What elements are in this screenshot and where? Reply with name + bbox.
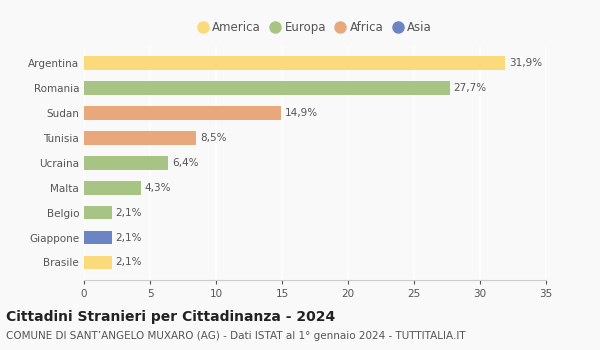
Text: 8,5%: 8,5% xyxy=(200,133,227,143)
Bar xyxy=(84,206,112,219)
Text: 14,9%: 14,9% xyxy=(284,108,318,118)
Bar xyxy=(84,156,169,170)
Bar xyxy=(84,181,141,195)
Text: 31,9%: 31,9% xyxy=(509,58,542,68)
Text: 4,3%: 4,3% xyxy=(145,183,171,193)
Bar xyxy=(84,131,196,145)
Text: COMUNE DI SANT’ANGELO MUXARO (AG) - Dati ISTAT al 1° gennaio 2024 - TUTTITALIA.I: COMUNE DI SANT’ANGELO MUXARO (AG) - Dati… xyxy=(6,331,466,341)
Text: 2,1%: 2,1% xyxy=(116,232,142,243)
Text: 2,1%: 2,1% xyxy=(116,208,142,218)
Text: Cittadini Stranieri per Cittadinanza - 2024: Cittadini Stranieri per Cittadinanza - 2… xyxy=(6,310,335,324)
Bar xyxy=(84,106,281,120)
Bar xyxy=(84,81,449,95)
Bar xyxy=(84,56,505,70)
Bar xyxy=(84,256,112,270)
Text: 6,4%: 6,4% xyxy=(172,158,199,168)
Bar xyxy=(84,231,112,244)
Legend: America, Europa, Africa, Asia: America, Europa, Africa, Asia xyxy=(193,16,437,38)
Text: 27,7%: 27,7% xyxy=(454,83,487,93)
Text: 2,1%: 2,1% xyxy=(116,258,142,267)
